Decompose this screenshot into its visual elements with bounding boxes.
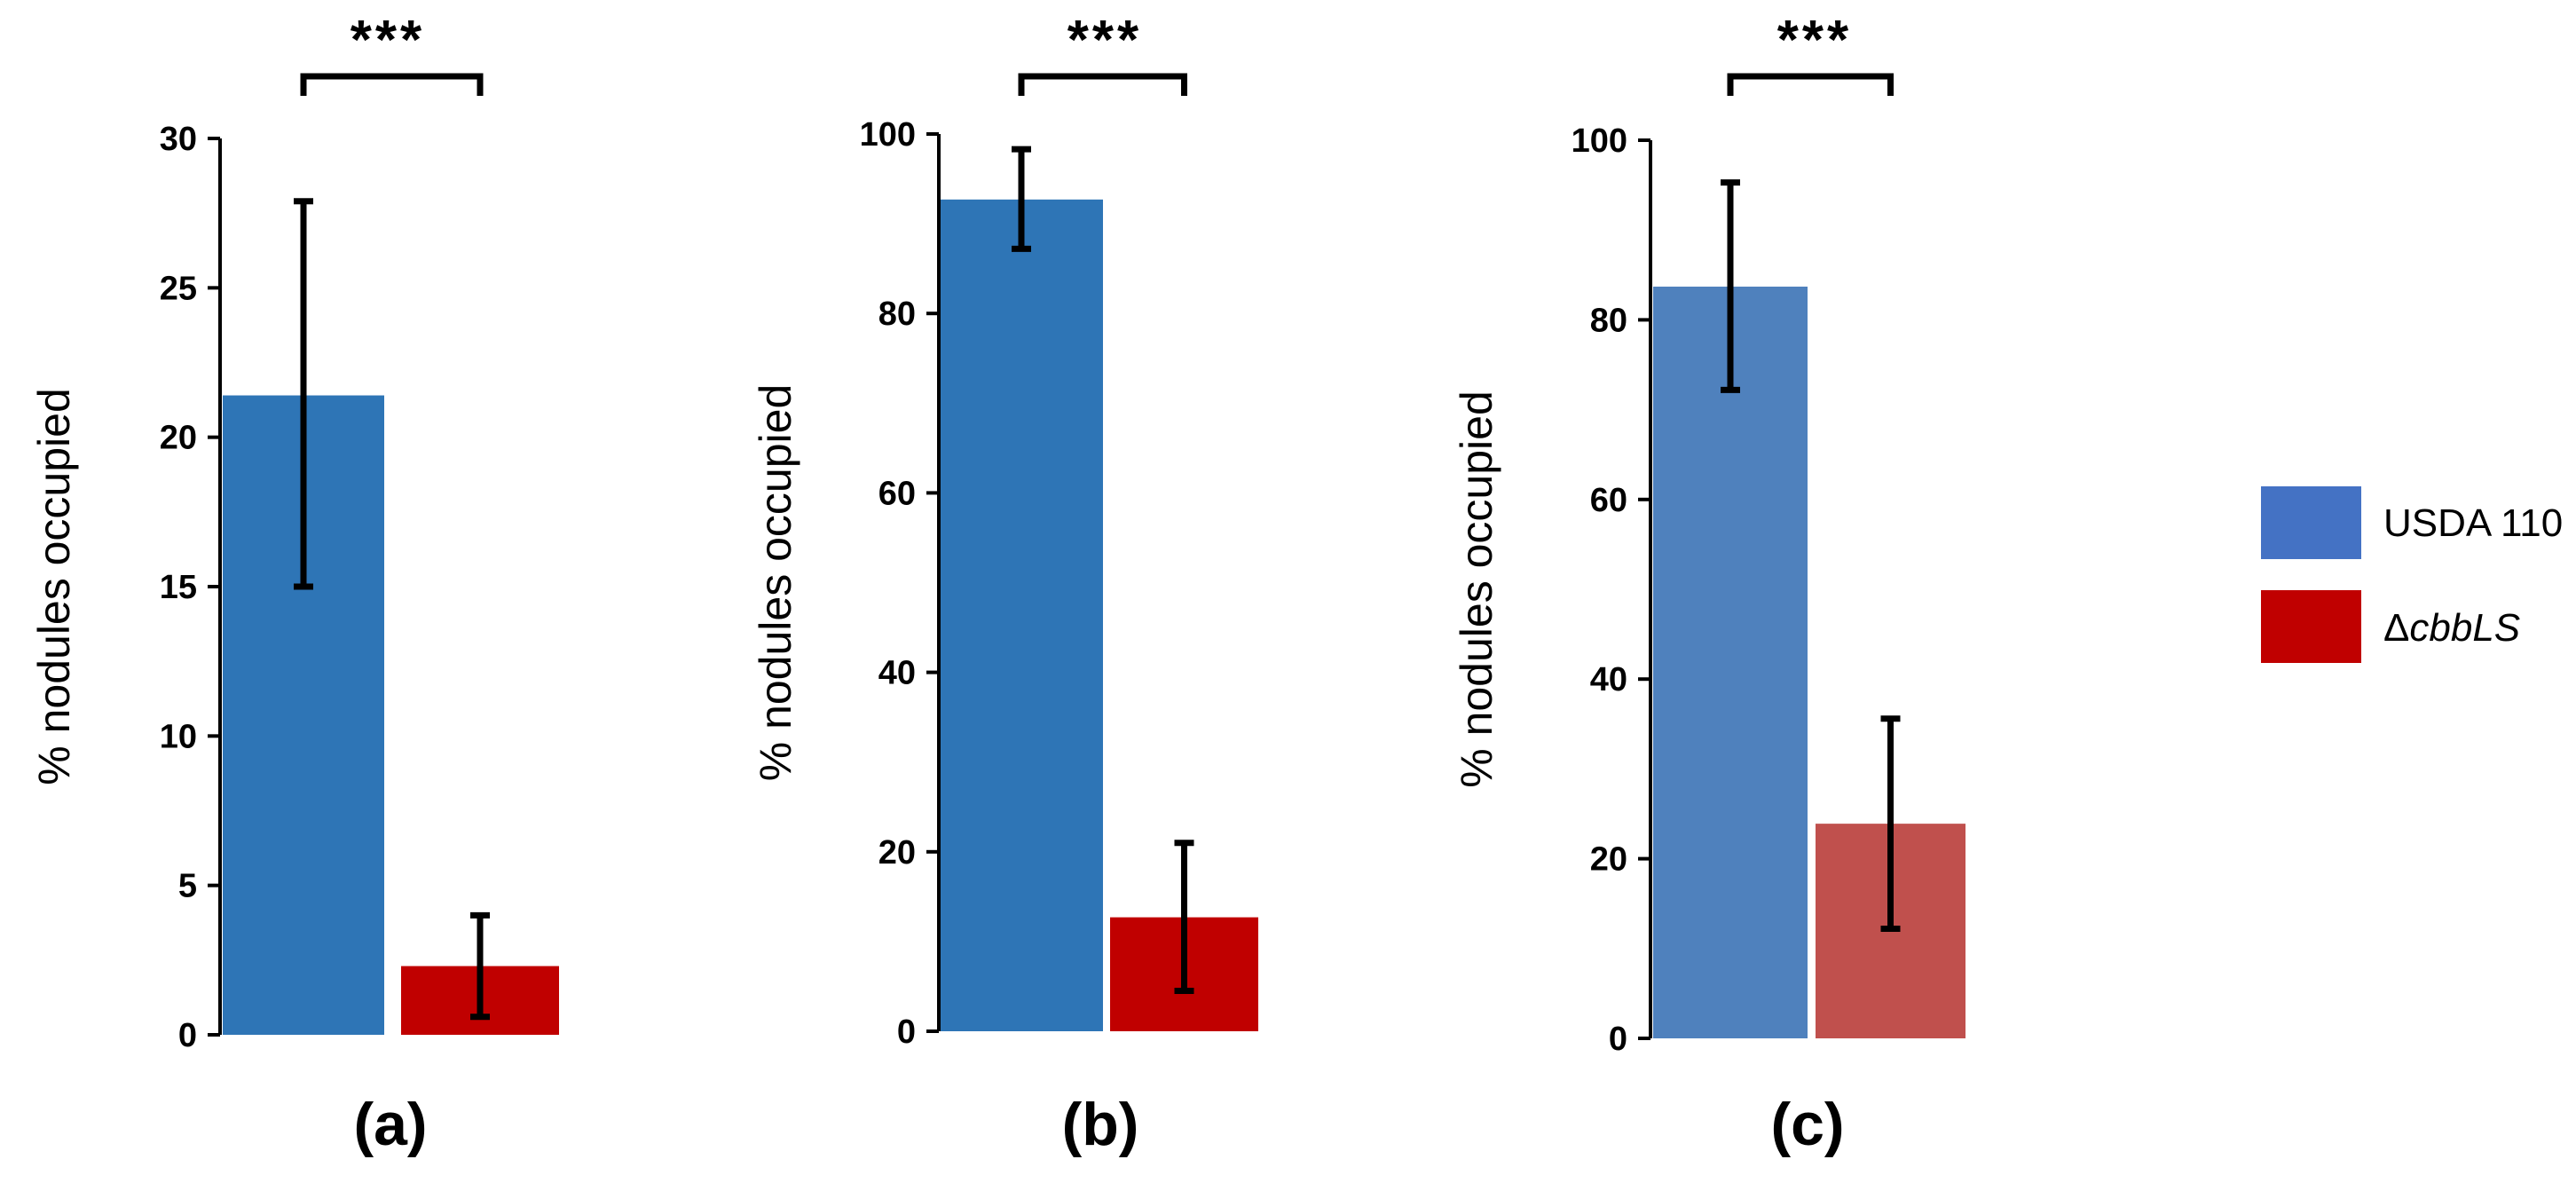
significance-bracket (1727, 73, 1894, 96)
y-tick-label: 0 (897, 1014, 916, 1051)
chart-panel-c: 0 20 40 60 80 100 % nodules occupied *** (c) (1452, 10, 1965, 1158)
bar-usda110 (1653, 286, 1808, 1038)
significance-bracket (300, 73, 484, 96)
significance-stars: *** (351, 10, 425, 71)
y-tick-label: 30 (160, 121, 197, 158)
y-tick-label: 0 (178, 1017, 197, 1054)
chart-panel-b: 0 20 40 60 80 100 % nodules occupied *** (b) (751, 10, 1258, 1158)
significance-stars: *** (1777, 10, 1852, 71)
y-tick-label: 20 (878, 834, 916, 872)
legend-swatch-usda110 (2261, 486, 2361, 559)
y-tick-label: 80 (1590, 302, 1627, 339)
chart-panels: 0 5 10 15 20 25 30 % nodules occupied *** (a) 0 20 4… (29, 10, 1965, 1158)
y-tick-label: 100 (860, 116, 916, 154)
y-axis-label: % nodules occupied (29, 388, 79, 785)
legend-label-cbbls: ΔcbbLS (2383, 606, 2520, 650)
error-bar-usda110 (294, 198, 313, 590)
significance-bracket (1018, 73, 1187, 96)
panel-label: (c) (1770, 1091, 1844, 1158)
legend-label-cbbls-italic: cbbLS (2409, 606, 2520, 650)
y-tick-label: 60 (1590, 482, 1627, 519)
significance-stars: *** (1067, 10, 1142, 71)
y-tick-label: 0 (1609, 1021, 1627, 1058)
error-bar-usda110 (1721, 179, 1740, 393)
y-tick-label: 25 (160, 270, 197, 307)
y-tick-label: 60 (878, 475, 916, 512)
y-tick-label: 5 (178, 868, 197, 905)
y-tick-label: 100 (1572, 122, 1627, 160)
bar-usda110 (940, 199, 1103, 1032)
error-bar-cbbls (470, 911, 490, 1021)
y-tick-label: 10 (160, 718, 197, 755)
legend-label-cbbls-prefix: Δ (2383, 606, 2409, 650)
panel-label: (a) (353, 1091, 427, 1158)
error-bar-usda110 (1012, 146, 1031, 252)
y-tick-label: 40 (1590, 661, 1627, 698)
legend: USDA 110 ΔcbbLS (2261, 486, 2563, 663)
legend-swatch-cbbls (2261, 590, 2361, 663)
y-tick-label: 20 (1590, 841, 1627, 879)
chart-panel-a: 0 5 10 15 20 25 30 % nodules occupied *** (a) (29, 10, 559, 1158)
y-tick-label: 80 (878, 296, 916, 333)
legend-label-usda110: USDA 110 (2383, 501, 2563, 545)
y-axis-label: % nodules occupied (751, 384, 800, 782)
error-bar-cbbls (1174, 840, 1194, 995)
y-tick-label: 40 (878, 655, 916, 692)
panel-label: (b) (1062, 1091, 1139, 1158)
y-axis-label: % nodules occupied (1452, 390, 1501, 788)
y-tick-label: 15 (160, 569, 197, 606)
y-tick-label: 20 (160, 420, 197, 457)
error-bar-cbbls (1880, 715, 1901, 933)
